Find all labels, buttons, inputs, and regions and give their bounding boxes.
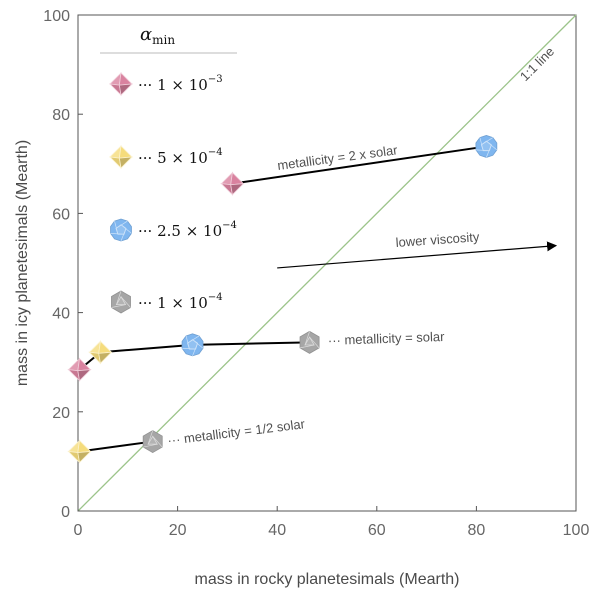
reference-line [77,14,577,512]
series-connector-line [100,343,193,354]
data-point-dodecahedron [181,333,204,357]
y-axis-label: mass in icy planetesimals (Mearth) [14,140,31,386]
series-label: ··· metallicity = 1/2 solar [167,416,307,448]
legend-marker-dodecahedron [110,218,132,242]
axes-layer: 0 20 40 60 80 100 0 20 40 60 80 100 [43,8,589,539]
reference-line-label: 1:1 line [517,44,557,84]
data-point-icosahedron [299,330,320,354]
x-tick-label: 80 [468,522,486,539]
legend-marker-octahedron [108,144,134,170]
data-point-octahedron [88,340,113,365]
y-tick-label: 80 [52,107,70,124]
legend-entry-label: ··· 1 × 10−3 [138,74,223,94]
points-layer [67,135,498,464]
legend-marker-octahedron [108,71,134,97]
data-point-dodecahedron [475,135,498,158]
x-tick-label: 60 [368,522,386,539]
y-tick-label: 40 [52,306,70,323]
legend-title: αmin [140,24,175,47]
x-tick-label: 40 [268,522,286,539]
plot-area-frame [77,14,577,512]
x-tick-label: 20 [169,522,187,539]
y-tick-label: 0 [61,504,70,521]
series-label: ··· metallicity = solar [328,329,446,348]
data-point-octahedron [220,171,245,196]
legend-entry-label: ··· 5 × 10−4 [138,147,223,167]
data-point-octahedron [67,357,92,382]
data-point-icosahedron [142,430,163,454]
legend: αmin ··· 1 × 10−3 ··· 5 × 10−4 ··· 2.5 × 1… [100,24,237,314]
viscosity-label: lower viscosity [395,229,480,250]
annotations-layer: metallicity = 2 x solar··· metallicity =… [167,142,558,448]
legend-entry-label: ··· 2.5 × 10−4 [138,220,237,240]
legend-marker-icosahedron [111,290,131,314]
viscosity-arrow [277,241,558,269]
x-tick-label: 0 [74,522,83,539]
y-tick-label: 100 [43,8,70,25]
series-connector-line [192,341,310,346]
legend-entry-label: ··· 1 × 10−4 [138,292,223,312]
y-tick-label: 60 [52,206,70,223]
series-connector-line [79,440,153,453]
x-axis-label: mass in rocky planetesimals (Mearth) [195,571,460,588]
series-connector-line [232,145,487,185]
y-tick-label: 20 [52,405,70,422]
data-point-octahedron [67,439,92,464]
x-tick-label: 100 [563,522,590,539]
series-lines-layer [78,145,487,453]
